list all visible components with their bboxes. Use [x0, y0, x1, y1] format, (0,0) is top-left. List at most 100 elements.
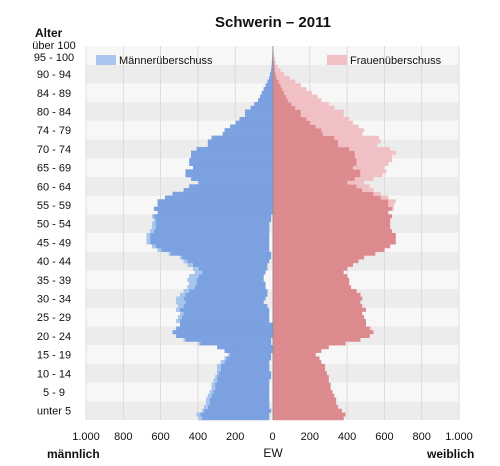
female-bar [273, 356, 320, 361]
female-bar [273, 225, 391, 230]
legend-male: Männerüberschuss [96, 55, 213, 67]
female-excess-bar [273, 57, 275, 62]
female-excess-bar [356, 184, 370, 189]
female-bar [273, 79, 279, 84]
male-excess-bar [189, 281, 197, 286]
female-bar [273, 64, 275, 69]
female-excess-bar [278, 79, 296, 84]
male-bar [157, 203, 273, 208]
female-bar [273, 255, 365, 260]
male-bar [189, 158, 273, 163]
male-bar [172, 330, 273, 335]
male-bar [146, 233, 270, 237]
female-bar [273, 117, 307, 122]
female-bar [273, 386, 331, 391]
male-excess-bar [153, 218, 156, 223]
male-bar [185, 173, 273, 178]
female-bar [273, 191, 374, 196]
male-bar [224, 128, 273, 133]
male-excess-bar [211, 382, 216, 387]
male-bar [152, 221, 270, 226]
female-bar [273, 352, 316, 357]
age-label: 74 - 79 [37, 125, 71, 137]
male-excess-bar [150, 229, 154, 234]
male-excess-bar [193, 266, 199, 271]
male-bar [217, 363, 270, 368]
female-bar [273, 68, 275, 73]
male-bar [198, 180, 273, 185]
age-label: 30 - 34 [37, 293, 71, 305]
age-label: unter 5 [37, 406, 71, 418]
male-bar [178, 315, 270, 320]
age-label: 50 - 54 [37, 219, 71, 231]
male-bar [146, 236, 270, 241]
male-bar [271, 68, 273, 73]
male-bar [153, 206, 273, 211]
male-bar [270, 72, 273, 77]
male-bar [176, 307, 270, 312]
male-bar [152, 244, 270, 249]
female-bar [273, 57, 274, 62]
age-label: 70 - 74 [37, 144, 71, 156]
male-bar [194, 270, 266, 275]
male-bar [213, 378, 270, 383]
male-bar [183, 188, 273, 193]
male-bar [206, 397, 270, 402]
age-label: über 100 [32, 40, 75, 52]
female-bar [273, 401, 337, 406]
male-bar [261, 90, 273, 95]
legend-male-label: Männerüberschuss [119, 55, 213, 67]
female-excess-bar [354, 176, 374, 181]
female-excess-bar [392, 206, 394, 211]
female-bar [273, 262, 353, 267]
male-bar [183, 259, 270, 264]
female-bar [273, 128, 322, 133]
male-bar [183, 289, 268, 294]
female-bar [273, 371, 327, 376]
male-bar [189, 161, 273, 166]
female-excess-bar [356, 161, 389, 166]
female-excess-bar [282, 87, 307, 92]
male-bar [254, 102, 273, 107]
male-excess-bar [146, 236, 151, 241]
male-excess-bar [217, 367, 221, 372]
male-bar [263, 87, 273, 92]
female-excess-bar [306, 117, 350, 122]
age-label: 84 - 89 [37, 88, 71, 100]
x-tick-label: 600 [151, 431, 169, 443]
male-excess-bar [228, 352, 231, 357]
female-bar [273, 135, 335, 140]
male-bar [193, 165, 273, 170]
legend-female-swatch [327, 55, 347, 65]
female-bar [273, 337, 361, 342]
female-bar [273, 397, 337, 402]
male-excess-bar [152, 244, 156, 249]
female-bar [273, 218, 391, 223]
chart-title: Schwerin – 2011 [215, 14, 331, 31]
female-bar [273, 281, 350, 286]
male-excess-bar [206, 397, 210, 402]
female-excess-bar [315, 124, 359, 129]
female-bar [273, 214, 393, 219]
female-excess-bar [360, 169, 387, 174]
male-bar [220, 360, 270, 365]
female-excess-bar [321, 128, 365, 133]
female-bar [273, 251, 376, 256]
male-bar [180, 322, 273, 327]
female-bar [273, 315, 365, 320]
female-bar [273, 206, 393, 211]
female-bar [273, 132, 324, 137]
female-excess-bar [280, 83, 301, 88]
female-excess-bar [274, 64, 278, 69]
age-label: 25 - 29 [37, 312, 71, 324]
male-bar [191, 154, 273, 159]
female-excess-bar [360, 173, 383, 178]
female-bar [273, 120, 311, 125]
male-bar [269, 75, 273, 80]
male-bar [196, 412, 270, 417]
male-excess-bar [207, 393, 212, 398]
x-tick-label: 1.000 [72, 431, 100, 443]
male-excess-bar [146, 240, 151, 245]
male-bar [258, 98, 273, 103]
x-tick-label: 1.000 [445, 431, 473, 443]
